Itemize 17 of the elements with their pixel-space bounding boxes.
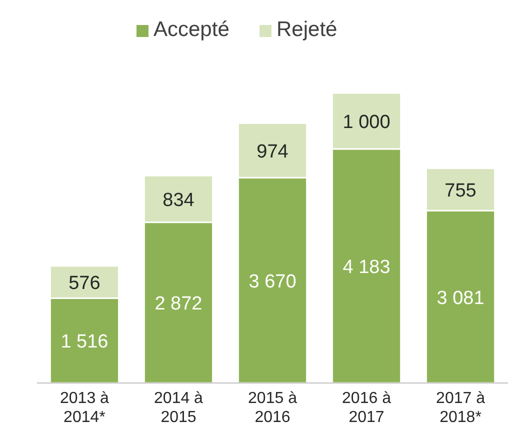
data-label: 1 516: [60, 332, 108, 353]
data-label: 834: [162, 190, 195, 211]
x-tick-label: 2013 à 2014*: [60, 390, 110, 426]
data-label: 974: [256, 141, 289, 162]
x-tick-label: 2015 à 2016: [248, 390, 298, 426]
x-tick-label: 2017 à 2018*: [436, 390, 486, 426]
data-label: 2 872: [154, 294, 202, 315]
x-tick-label: 2014 à 2015: [154, 390, 204, 426]
legend-label: Rejeté: [276, 18, 338, 41]
data-label: 4 183: [342, 256, 390, 278]
data-label: 3 081: [436, 288, 484, 309]
data-label: 755: [444, 180, 476, 202]
data-label: 3 670: [248, 271, 296, 292]
data-label: 1 000: [342, 112, 390, 133]
data-label: 576: [68, 273, 100, 294]
legend-label: Accepté: [154, 18, 230, 41]
x-tick-label: 2016 à 2017: [342, 390, 392, 426]
